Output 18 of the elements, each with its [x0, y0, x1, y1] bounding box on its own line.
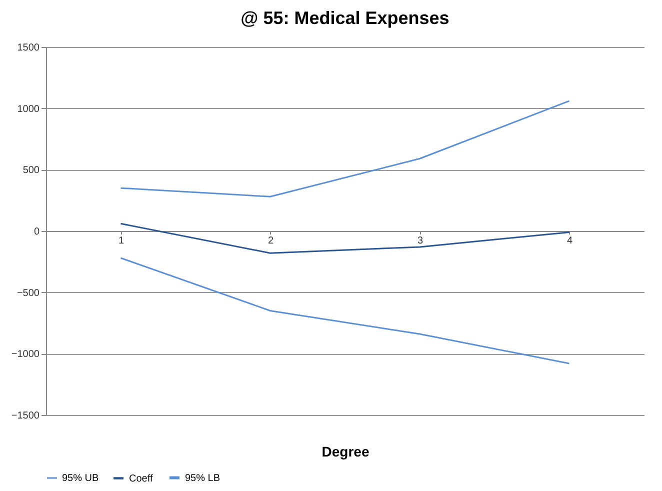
legend-label: 95% UB [62, 473, 100, 484]
legend-label: 95% LB [185, 472, 220, 484]
x-tick-label: 4 [566, 236, 573, 246]
line-series [120, 100, 570, 198]
y-tick-label: 0 [34, 226, 40, 238]
y-tick-label: −1000 [11, 349, 40, 360]
y-tick-label: 1500 [17, 42, 40, 54]
x-tick-label: 1 [118, 236, 124, 246]
x-axis-title: Degree [322, 444, 370, 460]
y-tick-label: 1000 [17, 104, 40, 115]
x-tick-label: 2 [268, 236, 274, 246]
legend-label: Coeff [129, 473, 153, 484]
chart-title: @ 55: Medical Expenses [240, 8, 450, 28]
line-series [120, 257, 570, 364]
y-tick-label: −500 [16, 288, 40, 299]
y-tick-label: −1500 [11, 410, 40, 422]
x-tick-label: 3 [417, 236, 424, 246]
y-tick-label: 500 [22, 165, 40, 176]
